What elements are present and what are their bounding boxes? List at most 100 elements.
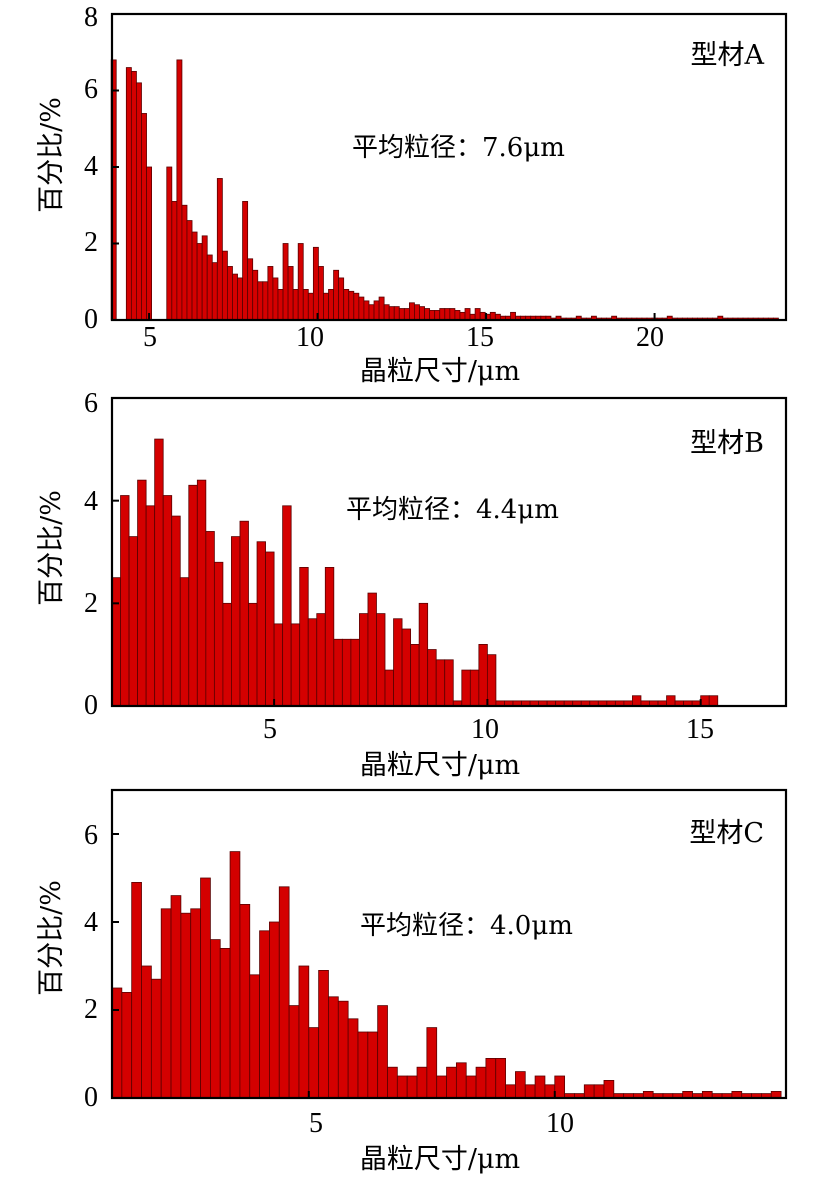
panel-a-bar (454, 310, 461, 321)
panel-a-y-tick-label: 8 (84, 2, 98, 33)
panel-a-bar (232, 273, 238, 321)
panel-c-bar (475, 1066, 487, 1099)
panel-a-bar (353, 292, 360, 321)
panel-a-bar (196, 243, 203, 321)
panel-c-bar (485, 1058, 497, 1099)
panel-a-bar (312, 246, 319, 321)
panel-a: 5 10 15 20 0 2 4 6 8 晶粒尺寸/μm 百分比/% 型材A 平… (36, 2, 788, 387)
panel-c-bar (288, 1005, 300, 1099)
panel-c-bar (180, 912, 192, 1099)
panel-a-bar (388, 306, 395, 321)
panel-a-y-axis-label: 百分比/% (36, 97, 67, 213)
panel-a-x-tick-label: 15 (466, 322, 494, 353)
panel-b-bar (231, 536, 241, 707)
panel-a-bar (474, 308, 481, 321)
panel-b-bar (478, 644, 488, 707)
panel-c-bar (160, 908, 172, 1099)
panel-a-bar (307, 292, 314, 321)
panel-a-bar (429, 310, 436, 321)
panel-a-x-tick-label: 10 (296, 322, 324, 353)
panel-c-bar (131, 882, 142, 1099)
panel-a-bar (479, 311, 486, 321)
panel-b-bar (188, 484, 198, 707)
panel-b-label: 型材B (690, 428, 764, 459)
panel-b-y-tick-label: 6 (84, 388, 98, 419)
panel-c-x-tick-label: 5 (309, 1108, 323, 1139)
panel-b-bar (290, 623, 301, 707)
panel-b-bar (700, 695, 710, 707)
panel-b-bars (111, 438, 719, 707)
panel-a-bar (287, 266, 294, 321)
panel-c-bar (495, 1058, 506, 1099)
panel-a-bar (136, 82, 142, 321)
panel-b-bar (350, 638, 360, 707)
panel-a-bar (252, 269, 259, 321)
panel-a-bar (338, 277, 345, 321)
panel-c-bar (298, 965, 310, 1099)
panel-c-bar (515, 1071, 526, 1099)
panel-c-x-tick-label: 10 (546, 1108, 574, 1139)
panel-a-bar (403, 308, 410, 321)
panel-b-bar (171, 515, 181, 707)
panel-a-bar (373, 300, 380, 321)
panel-c-y-axis-label: 百分比/% (36, 880, 67, 996)
panel-b-y-tick-label: 4 (84, 486, 98, 517)
panel-a-bar (348, 290, 355, 321)
panel-c-bar (269, 921, 280, 1099)
panel-a-y-tick-label: 2 (84, 227, 98, 258)
panel-b-bar (179, 577, 190, 707)
panel-b-bar (632, 695, 642, 707)
panel-a-bar (130, 70, 137, 321)
panel-a-bar (237, 277, 243, 321)
panel-b-bar (469, 669, 480, 707)
panel-a-bar (166, 166, 173, 321)
panel-b-bar (239, 520, 249, 707)
panel-c-bar (387, 1066, 398, 1099)
panel-a-bar (262, 281, 269, 321)
panel-b-bar (162, 495, 173, 707)
panel-b-bar (393, 618, 403, 707)
panel-c-bar (416, 1066, 428, 1099)
panel-b-bar (282, 505, 292, 707)
panel-a-bar (328, 288, 334, 321)
panel-c-bar (455, 1062, 467, 1099)
panel-c-y-tick-label: 4 (84, 907, 98, 938)
panel-c-bar (328, 996, 339, 1099)
panel-b-bar (359, 613, 369, 707)
panel-a-bar (186, 220, 193, 321)
panel-a-bar (464, 308, 471, 321)
panel-a-bar (323, 292, 329, 321)
panel-c-bar (465, 1075, 477, 1099)
panel-a-bar (292, 288, 299, 321)
panel-b-bar (410, 644, 420, 707)
panel-a-bars (110, 59, 779, 321)
panel-a-bar (449, 308, 456, 321)
panel-c-bars (111, 851, 782, 1099)
panel-c-y-tick-label: 2 (84, 994, 98, 1025)
panel-b-bar (666, 695, 676, 707)
panel-b-bar (324, 567, 335, 707)
panel-a-bar (358, 296, 365, 321)
panel-c-bar (593, 1084, 605, 1099)
panel-b-bar (367, 592, 377, 707)
panel-b-bar (401, 628, 412, 707)
panel-a-bar (459, 311, 466, 321)
panel-c-bar (249, 974, 260, 1099)
panel-b-bar (145, 505, 156, 707)
panel-c-bar (357, 1031, 369, 1099)
panel-c-bar (141, 965, 152, 1099)
panel-c-bar (190, 908, 201, 1099)
panel-a-bar (191, 231, 198, 321)
panel-b-x-tick-label: 5 (263, 714, 277, 745)
panel-a-bar (393, 306, 400, 321)
panel-c-bar (200, 877, 211, 1099)
panel-a-bar (201, 235, 208, 321)
panel-a-bar (216, 178, 223, 321)
panel-b-bar (248, 602, 258, 707)
panel-c-bar (229, 851, 241, 1099)
panel-b-bar (213, 561, 224, 707)
panel-c-bar (377, 1005, 388, 1099)
panel-a-bar (227, 266, 233, 321)
panel-c-bar (554, 1075, 566, 1099)
panel-a-bar (247, 258, 254, 321)
